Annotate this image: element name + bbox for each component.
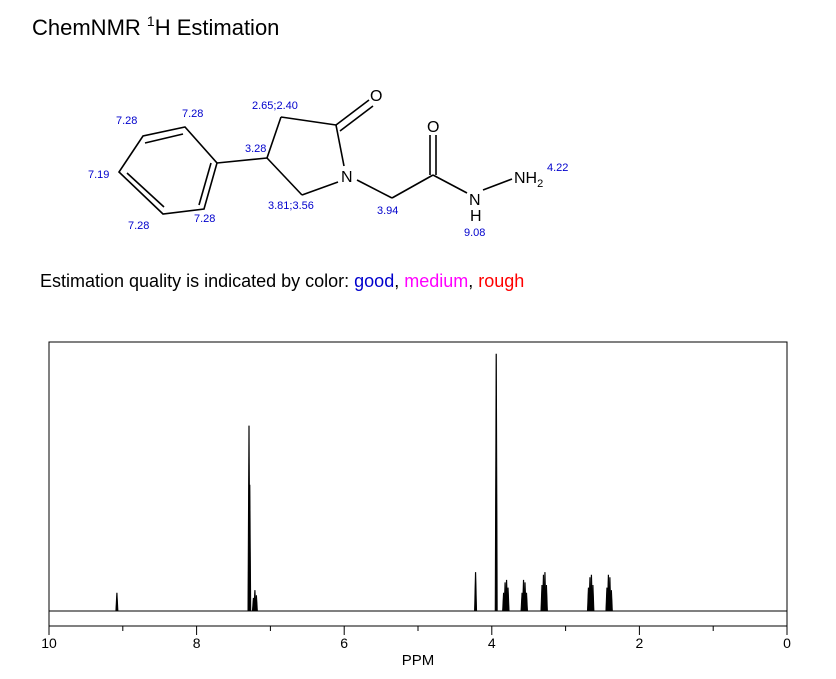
quality-rough: rough: [478, 271, 525, 291]
x-axis-tick-label: 0: [783, 635, 791, 651]
nitrogen-nh: N: [469, 192, 481, 209]
shift-label-nh: 9.08: [464, 227, 485, 239]
spectrum-peak: [544, 585, 548, 612]
spectrum-peak: [248, 484, 252, 612]
shift-label-ph-e: 7.28: [194, 213, 215, 225]
shift-label-ph-a: 7.28: [182, 108, 203, 120]
hydrogen-nh: H: [470, 208, 482, 225]
x-axis-tick-label: 10: [41, 635, 57, 651]
shift-label-ph-b: 7.28: [116, 115, 137, 127]
page-title: ChemNMR 1H Estimation: [32, 13, 280, 41]
title-prefix: ChemNMR: [32, 15, 147, 40]
x-axis-tick-label: 8: [193, 635, 201, 651]
spectrum-peak: [609, 590, 613, 612]
nh2-subscript: 2: [537, 178, 543, 190]
nitrogen-ring: N: [341, 169, 353, 186]
quality-sep-2: ,: [468, 271, 479, 291]
title-suffix: H Estimation: [154, 15, 280, 40]
nh2-label: NH: [514, 170, 537, 187]
x-axis-tick-label: 2: [636, 635, 644, 651]
x-axis-label: PPM: [402, 652, 435, 669]
x-axis-tick-label: 4: [488, 635, 496, 651]
spectrum-peak: [115, 592, 119, 612]
shift-label-ring-ch2-bottom: 3.81;3.56: [268, 200, 314, 212]
quality-good: good: [354, 271, 395, 291]
spectrum-peak: [524, 592, 528, 612]
x-axis-ticks: [48, 626, 788, 635]
shift-label-ring-ch: 3.28: [245, 143, 266, 155]
spectrum-peak: [254, 595, 258, 612]
molecule-structure: O O N N H NH2 7.28 7.28 7.19 7.28 7.28 2…: [88, 88, 568, 239]
shift-label-ph-c: 7.19: [88, 169, 109, 181]
spectrum-peak: [494, 353, 498, 612]
spectrum-peaks: [115, 353, 613, 612]
x-axis-tick-label: 6: [340, 635, 348, 651]
oxygen-ring-carbonyl: O: [370, 88, 382, 105]
shift-labels: 7.28 7.28 7.19 7.28 7.28 2.65;2.40 3.28 …: [88, 100, 568, 239]
quality-sep-1: ,: [394, 271, 405, 291]
quality-legend: Estimation quality is indicated by color…: [40, 271, 524, 292]
nh2-group: NH2: [514, 170, 543, 190]
quality-prefix: Estimation quality is indicated by color…: [40, 271, 355, 291]
quality-medium: medium: [404, 271, 469, 291]
spectrum-peak: [506, 587, 510, 612]
title-superscript: 1: [146, 13, 155, 29]
plot-frame: [48, 341, 788, 627]
shift-label-nh2: 4.22: [547, 162, 568, 174]
oxygen-amide: O: [427, 119, 439, 136]
shift-label-ph-d: 7.28: [128, 220, 149, 232]
atom-labels: O O N N H NH2: [341, 88, 543, 225]
shift-label-ch2-linker: 3.94: [377, 205, 398, 217]
molecule-bonds: [117, 99, 513, 215]
shift-label-ring-ch2-top: 2.65;2.40: [252, 100, 298, 112]
x-axis-tick-labels: 10 8 6 4 2 0: [41, 635, 791, 651]
spectrum-peak: [474, 572, 478, 612]
spectrum-peak: [591, 585, 595, 612]
